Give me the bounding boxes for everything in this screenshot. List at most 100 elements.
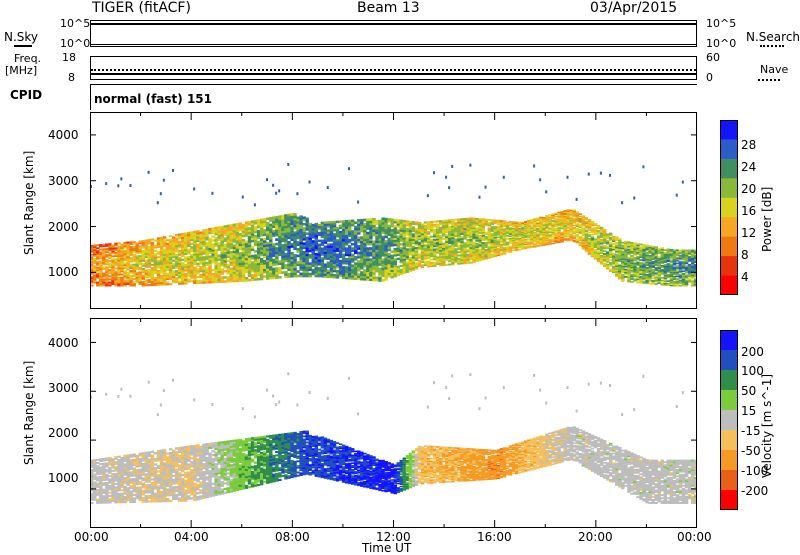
heatmap-cell (609, 233, 612, 235)
heatmap-cell (284, 255, 287, 258)
heatmap-cell (375, 279, 378, 282)
heatmap-cell (287, 248, 290, 251)
heatmap-cell (293, 231, 296, 234)
heatmap-cell (506, 235, 509, 237)
heatmap-cell (163, 236, 166, 238)
heatmap-cell (293, 266, 296, 269)
scatter-cell (242, 196, 244, 199)
heatmap-cell (485, 219, 488, 221)
heatmap-cell (290, 220, 293, 223)
heatmap-cell (387, 238, 390, 241)
heatmap-cell (357, 236, 360, 239)
heatmap-cell (500, 220, 503, 222)
heatmap-cell (682, 270, 685, 272)
heatmap-cell (287, 232, 290, 235)
heatmap-cell (105, 266, 108, 268)
heatmap-cell (129, 246, 132, 248)
heatmap-cell (290, 236, 293, 239)
heatmap-cell (278, 233, 281, 236)
heatmap-cell (390, 219, 393, 222)
heatmap-cell (548, 216, 551, 217)
heatmap-cell (530, 219, 533, 220)
heatmap-cell (193, 231, 196, 233)
heatmap-cell (342, 254, 345, 256)
heatmap-cell (685, 250, 688, 252)
heatmap-cell (154, 240, 157, 242)
heatmap-cell (145, 240, 148, 242)
heatmap-cell (530, 227, 533, 228)
heatmap-cell (648, 255, 651, 257)
heatmap-cell (287, 241, 290, 244)
heatmap-cell (169, 239, 172, 241)
heatmap-cell (606, 264, 609, 266)
heatmap-cell (296, 217, 299, 220)
heatmap-cell (102, 248, 105, 250)
scatter-cell (193, 187, 195, 190)
heatmap-cell (154, 277, 157, 279)
heatmap-cell (369, 265, 372, 268)
heatmap-cell (381, 263, 384, 266)
heatmap-cell (378, 227, 381, 230)
heatmap-cell (454, 222, 457, 224)
heatmap-cell (284, 239, 287, 242)
heatmap-cell (433, 221, 436, 223)
heatmap-cell (688, 256, 691, 258)
heatmap-cell (406, 228, 409, 230)
heatmap-cell (190, 254, 193, 256)
heatmap-cell (421, 223, 424, 225)
freq-trace (91, 73, 696, 75)
heatmap-cell (366, 265, 369, 268)
heatmap-cell (570, 216, 573, 218)
heatmap-cell (606, 240, 609, 242)
heatmap-cell (196, 276, 199, 278)
heatmap-cell (178, 257, 181, 259)
heatmap-cell (275, 247, 278, 250)
heatmap-cell (409, 221, 412, 223)
heatmap-cell (655, 246, 658, 248)
heatmap-cell (275, 238, 278, 241)
nsearch-label: N.Search (746, 30, 800, 44)
heatmap-cell (117, 242, 120, 244)
heatmap-cell (108, 278, 111, 280)
scatter-cell (129, 184, 131, 187)
heatmap-cell (293, 259, 296, 262)
heatmap-cell (290, 245, 293, 248)
heatmap-cell (211, 235, 214, 237)
heatmap-cell (117, 277, 120, 279)
heatmap-cell (427, 221, 430, 223)
heatmap-cell (466, 239, 469, 241)
heatmap-cell (163, 248, 166, 250)
heatmap-cell (436, 220, 439, 222)
heatmap-cell (591, 227, 594, 229)
heatmap-cell (536, 228, 539, 229)
heatmap-cell (287, 227, 290, 230)
heatmap-cell (230, 268, 233, 270)
heatmap-cell (187, 249, 190, 251)
scatter-cell (642, 165, 644, 168)
heatmap-cell (670, 249, 673, 251)
heatmap-cell (533, 232, 536, 233)
heatmap-cell (472, 218, 475, 220)
heatmap-cell (224, 237, 227, 239)
heatmap-cell (151, 264, 154, 266)
heatmap-cell (673, 266, 676, 268)
heatmap-cell (597, 230, 600, 232)
heatmap-cell (126, 242, 129, 244)
scatter-cell (545, 190, 547, 193)
scatter-cell (445, 176, 447, 179)
heatmap-cell (242, 239, 245, 242)
heatmap-cell (448, 245, 451, 247)
heatmap-cell (196, 263, 199, 265)
heatmap-cell (475, 218, 478, 220)
heatmap-cell (278, 263, 281, 266)
heatmap-cell (321, 222, 324, 224)
heatmap-cell (290, 213, 293, 216)
heatmap-cell (579, 213, 582, 215)
heatmap-cell (651, 269, 654, 271)
heatmap-cell (327, 229, 330, 231)
heatmap-cell (287, 275, 290, 278)
heatmap-cell (281, 244, 284, 247)
radar-title: TIGER (fitACF) (92, 0, 191, 16)
scatter-cell (567, 176, 569, 179)
scatter-cell (327, 186, 329, 189)
